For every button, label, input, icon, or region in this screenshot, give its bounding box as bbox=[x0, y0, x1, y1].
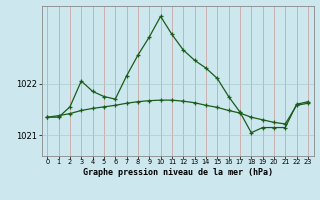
X-axis label: Graphe pression niveau de la mer (hPa): Graphe pression niveau de la mer (hPa) bbox=[83, 168, 273, 177]
